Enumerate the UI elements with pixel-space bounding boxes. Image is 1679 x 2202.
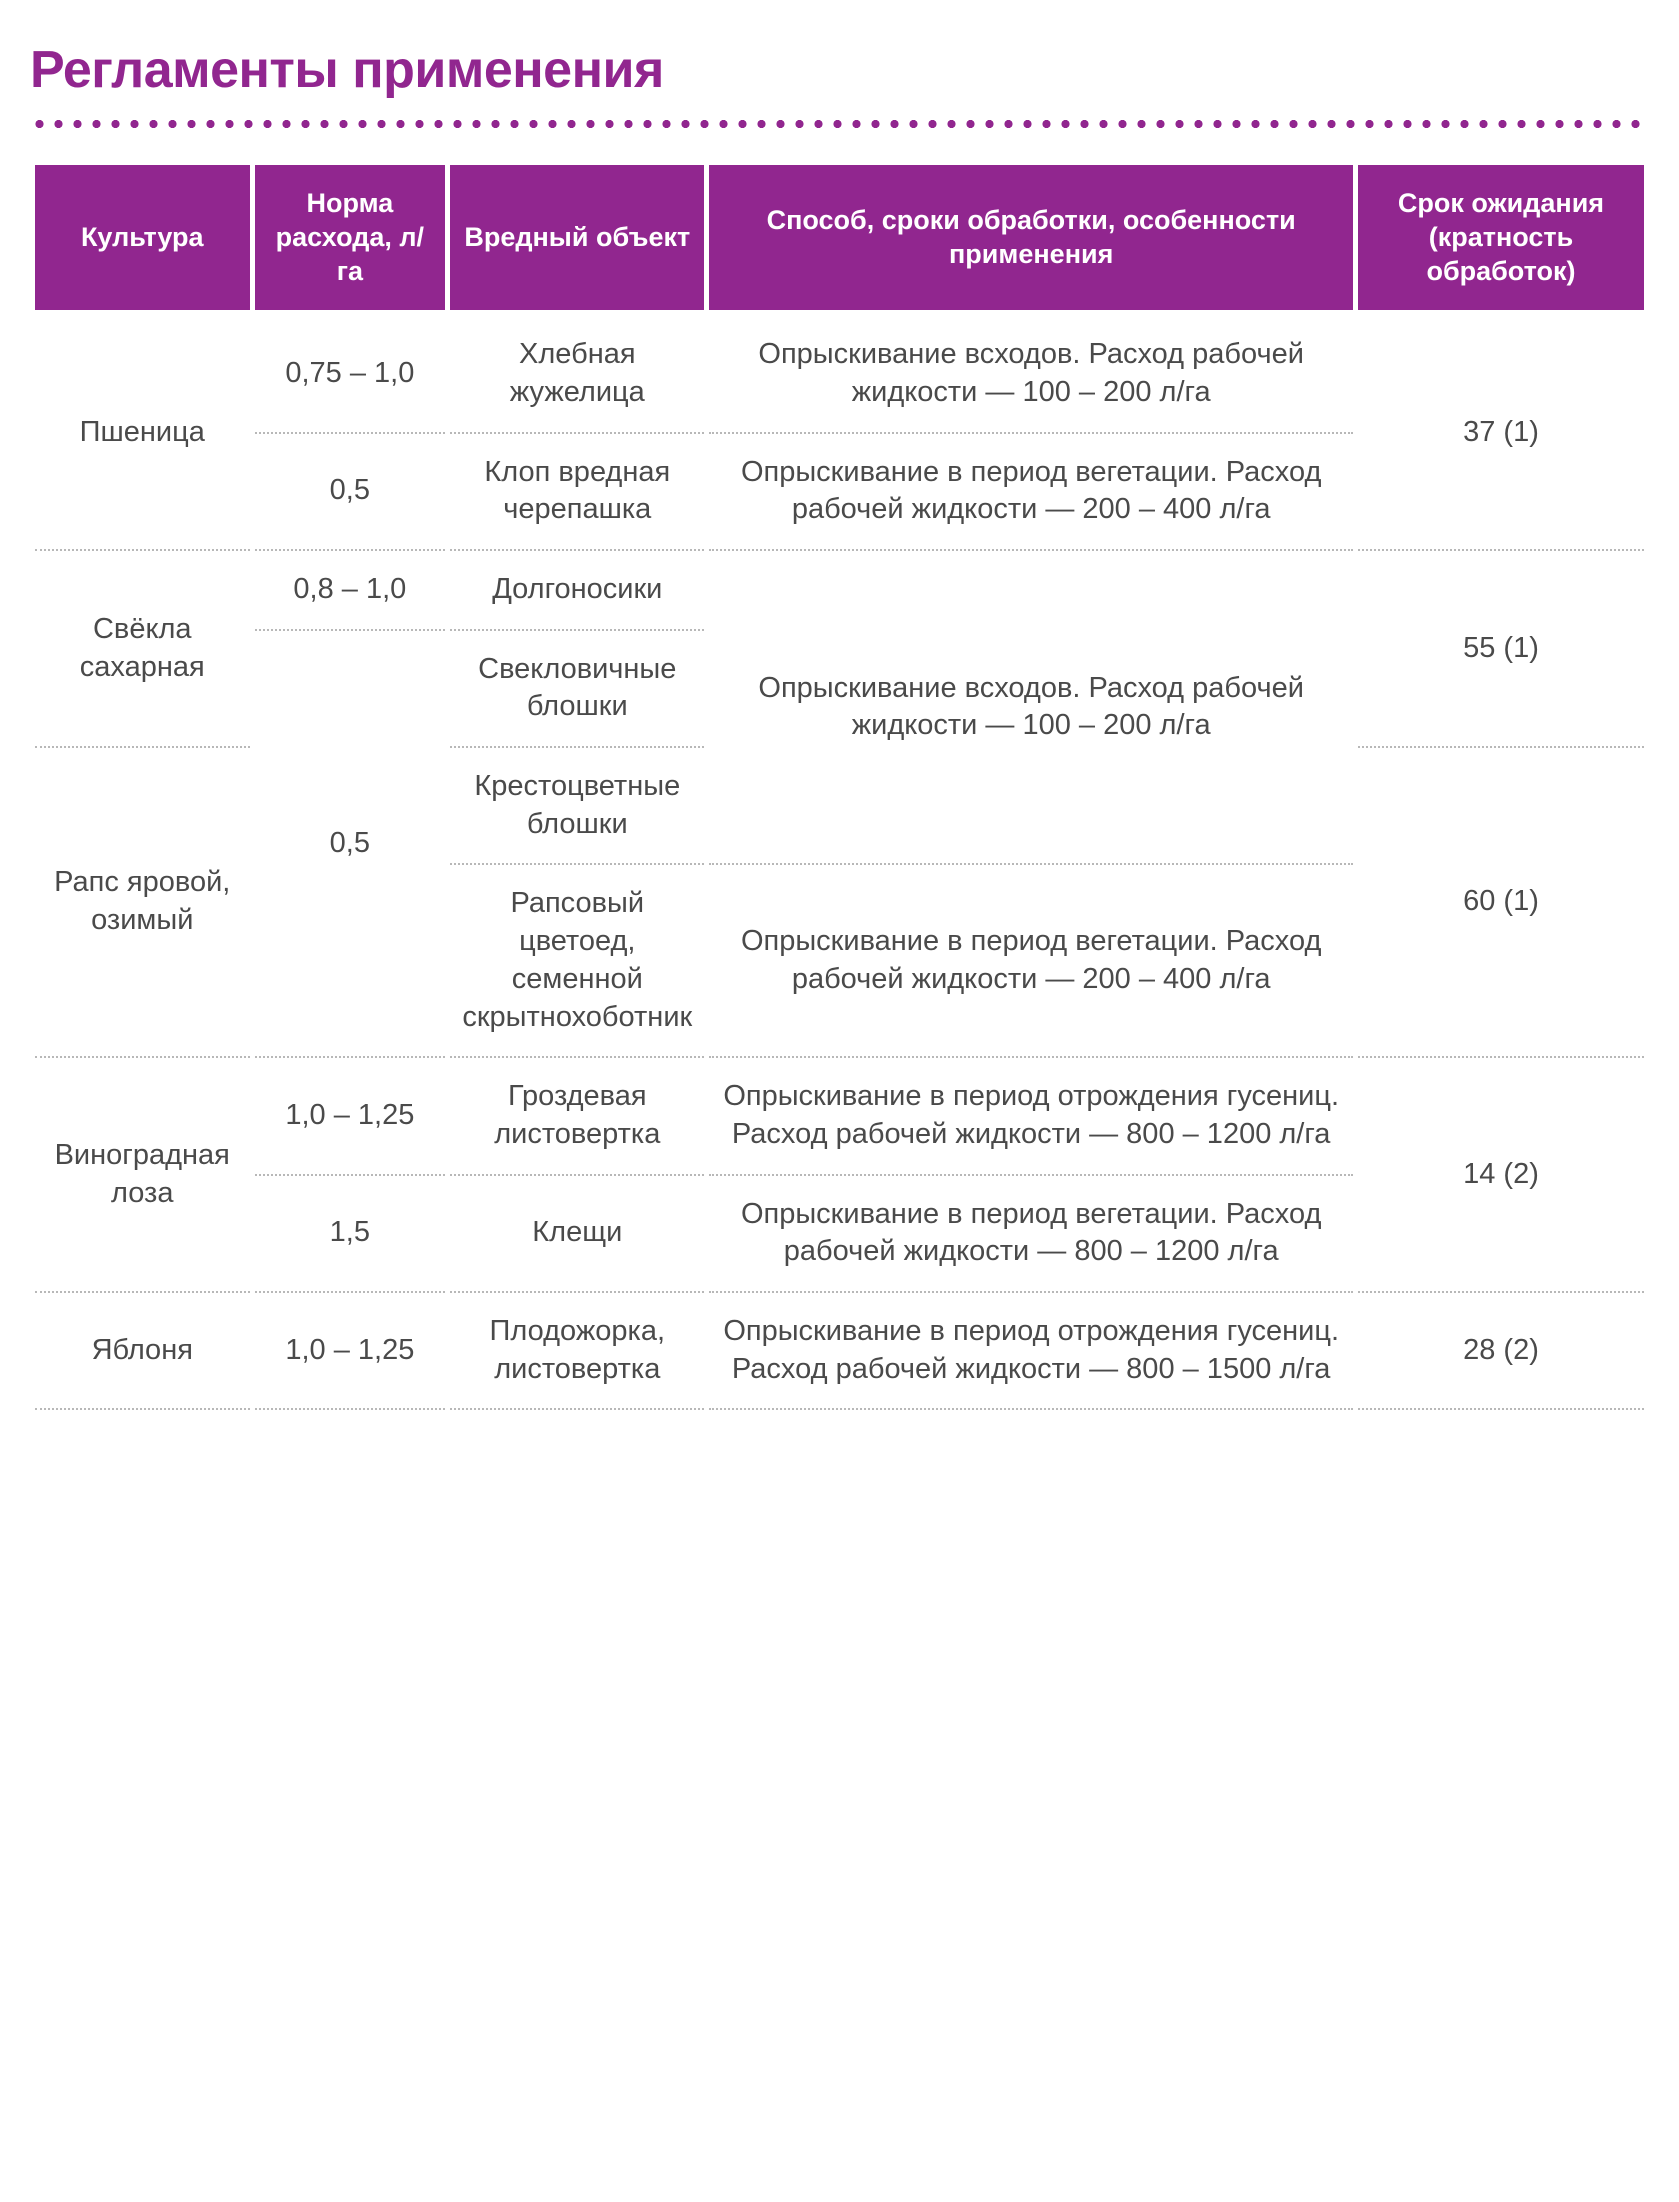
col-pest: Вредный объект [450, 165, 704, 310]
cell-pest: Крестоцветные блошки [450, 748, 704, 865]
cell-method: Опрыскивание в период вегетации. Расход … [709, 434, 1353, 551]
col-rate: Норма расхода, л/га [255, 165, 446, 310]
cell-wait: 14 (2) [1358, 1058, 1644, 1293]
cell-culture: Виноградная лоза [35, 1058, 250, 1293]
cell-rate: 0,5 [255, 631, 446, 1059]
cell-rate: 1,0 – 1,25 [255, 1293, 446, 1410]
cell-wait: 55 (1) [1358, 551, 1644, 748]
cell-wait: 28 (2) [1358, 1293, 1644, 1410]
cell-wait: 37 (1) [1358, 316, 1644, 551]
col-wait: Срок ожидания (кратность обработок) [1358, 165, 1644, 310]
cell-pest: Долгоноси­ки [450, 551, 704, 631]
cell-rate: 0,5 [255, 434, 446, 551]
cell-rate: 1,0 – 1,25 [255, 1058, 446, 1175]
regulations-table: Культура Норма расхода, л/га Вредный объ… [30, 165, 1649, 1410]
table-row: Яблоня 1,0 – 1,25 Плодо­жорка, листоверт… [35, 1293, 1644, 1410]
page-title: Регламенты применения [30, 40, 1649, 100]
table-row: Свёкла сахарная 0,8 – 1,0 Долгоноси­ки О… [35, 551, 1644, 631]
cell-culture: Рапс яровой, озимый [35, 748, 250, 1058]
cell-method: Опрыскивание всходов. Расход рабочей жид… [709, 316, 1353, 433]
cell-rate: 0,8 – 1,0 [255, 551, 446, 631]
cell-pest: Клоп вредная черепашка [450, 434, 704, 551]
cell-method: Опрыскивание в период вегетации. Расход … [709, 865, 1353, 1058]
cell-method: Опрыскивание в период отрождения гусениц… [709, 1058, 1353, 1175]
dotted-divider [30, 118, 1649, 130]
cell-culture: Яблоня [35, 1293, 250, 1410]
table-row: Виноградная лоза 1,0 – 1,25 Гроздевая ли… [35, 1058, 1644, 1175]
cell-rate: 0,75 – 1,0 [255, 316, 446, 433]
cell-wait: 60 (1) [1358, 748, 1644, 1058]
cell-culture: Свёкла сахарная [35, 551, 250, 748]
cell-pest: Клещи [450, 1176, 704, 1293]
cell-rate: 1,5 [255, 1176, 446, 1293]
cell-method: Опрыскивание в период вегетации. Расход … [709, 1176, 1353, 1293]
cell-pest: Рапсовый цветоед, семенной скрытнохо­бот… [450, 865, 704, 1058]
col-method: Способ, сроки обработки, особенности при… [709, 165, 1353, 310]
cell-method: Опрыскивание всходов. Расход рабочей жид… [709, 551, 1353, 865]
cell-pest: Гроздевая листовертка [450, 1058, 704, 1175]
table-row: Пшеница 0,75 – 1,0 Хлебная жужелица Опры… [35, 316, 1644, 433]
table-header-row: Культура Норма расхода, л/га Вредный объ… [35, 165, 1644, 310]
cell-pest: Свекловичные блошки [450, 631, 704, 748]
cell-culture: Пшеница [35, 316, 250, 551]
col-culture: Культура [35, 165, 250, 310]
cell-method: Опрыскивание в период отрождения гусениц… [709, 1293, 1353, 1410]
cell-pest: Плодо­жорка, листовертка [450, 1293, 704, 1410]
cell-pest: Хлебная жужелица [450, 316, 704, 433]
